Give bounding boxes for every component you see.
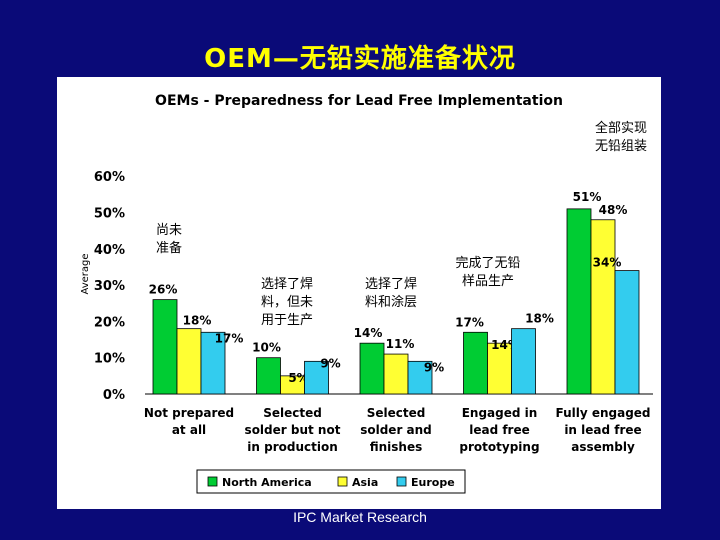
data-label: 17%	[455, 315, 484, 329]
category-label: Engaged in	[462, 406, 538, 420]
data-label: 51%	[573, 190, 602, 204]
annotation-label: 选择了焊	[261, 276, 313, 292]
legend-label: Europe	[411, 476, 455, 489]
footer-source: IPC Market Research	[293, 509, 427, 525]
category-label: assembly	[571, 440, 635, 454]
annotation-label: 全部实现	[595, 120, 647, 136]
data-label: 34%	[593, 256, 622, 270]
category-label: in production	[247, 440, 337, 454]
category-label: Selected	[367, 406, 426, 420]
bar-asia	[487, 342, 512, 395]
category-label: prototyping	[459, 440, 539, 454]
y-tick-label: 50%	[94, 207, 125, 222]
bar-north-america	[463, 331, 488, 395]
annotation-label: 用于生产	[261, 313, 313, 328]
y-tick-label: 0%	[103, 388, 125, 403]
bar-north-america	[359, 342, 385, 395]
annotation-label: 完成了无铅	[455, 256, 520, 271]
legend-label: North America	[222, 476, 312, 489]
annotation-label: 无铅组装	[595, 139, 647, 154]
data-label: 11%	[386, 337, 415, 351]
data-label: 26%	[149, 283, 178, 297]
bar-europe	[200, 331, 226, 395]
legend-label: Asia	[352, 476, 378, 489]
category-label: solder and	[360, 423, 432, 437]
chart-title: OEMs - Preparedness for Lead Free Implem…	[155, 93, 563, 109]
legend-box	[196, 469, 466, 494]
category-label: solder but not	[245, 423, 341, 437]
slide-title: OEM—无铅实施准备状况	[204, 44, 516, 74]
annotation-label: 料，但未	[261, 295, 313, 310]
bar-europe	[614, 270, 640, 395]
legend-swatch	[337, 476, 348, 487]
annotation-label: 准备	[156, 240, 182, 256]
y-axis-label: Average	[80, 253, 91, 294]
y-tick-label: 10%	[94, 352, 125, 367]
annotation-label: 尚未	[156, 223, 182, 238]
category-label: in lead free	[564, 423, 641, 437]
category-label: Selected	[263, 406, 322, 420]
y-tick-label: 60%	[94, 170, 125, 185]
bar-europe	[304, 360, 329, 395]
data-label: 9%	[424, 360, 444, 374]
data-label: 9%	[320, 356, 340, 370]
category-label: Not prepared	[144, 406, 234, 420]
y-tick-label: 40%	[94, 243, 125, 258]
y-tick-label: 30%	[94, 279, 125, 294]
annotation-label: 选择了焊	[365, 276, 417, 292]
chart-panel: OEMs - Preparedness for Lead Free Implem…	[57, 77, 661, 509]
category-label: lead free	[469, 423, 530, 437]
bar-north-america	[152, 299, 178, 395]
bar-chart: OEMs - Preparedness for Lead Free Implem…	[80, 93, 653, 494]
bar-europe	[407, 360, 433, 395]
category-label: Fully engaged	[555, 406, 650, 420]
data-label: 18%	[525, 312, 554, 326]
legend-swatch	[396, 476, 407, 487]
category-label: finishes	[370, 440, 423, 454]
data-label: 10%	[252, 341, 281, 355]
data-label: 14%	[354, 326, 383, 340]
data-label: 48%	[599, 203, 628, 217]
y-tick-label: 20%	[94, 315, 125, 330]
bar-europe	[511, 328, 536, 395]
legend-swatch	[207, 476, 218, 487]
data-label: 5%	[288, 371, 308, 385]
bar-asia	[590, 219, 616, 395]
category-label: at all	[172, 423, 206, 437]
bar-asia	[176, 328, 202, 395]
data-label: 18%	[183, 314, 212, 328]
bar-asia	[383, 353, 409, 395]
annotation-label: 料和涂层	[365, 294, 417, 310]
bar-north-america	[256, 357, 281, 395]
bar-north-america	[566, 208, 592, 395]
annotation-label: 样品生产	[462, 274, 514, 289]
data-label: 17%	[215, 331, 244, 345]
